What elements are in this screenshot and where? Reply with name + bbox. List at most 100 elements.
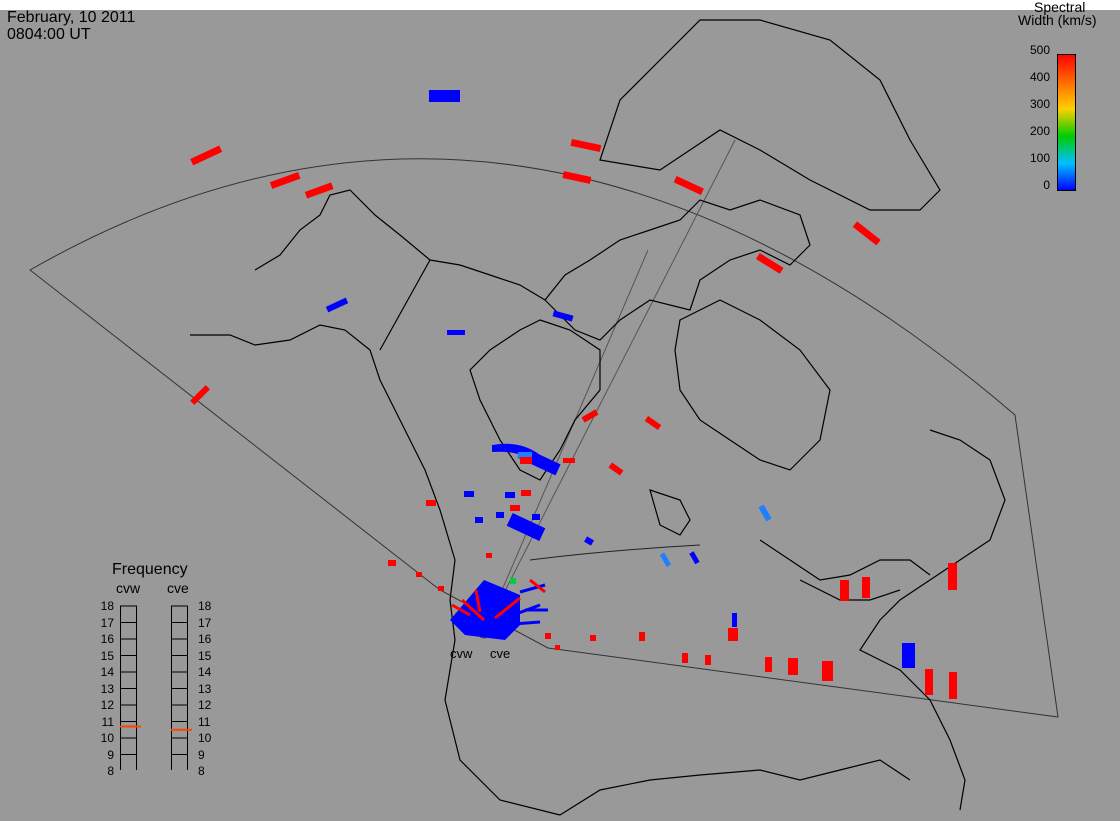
echo-red bbox=[756, 253, 784, 274]
echo-red bbox=[728, 628, 738, 641]
frequency-cve-label: cve bbox=[167, 580, 189, 596]
echo-blue bbox=[447, 330, 465, 335]
echo-red bbox=[570, 138, 602, 153]
colorbar-title-line2: Width (km/s) bbox=[1018, 12, 1097, 28]
frequency-cvw-label: cvw bbox=[116, 580, 141, 596]
frequency-scale-label-left: 11 bbox=[101, 714, 114, 729]
alaska-north-coast bbox=[254, 189, 546, 301]
great-lakes-north bbox=[759, 539, 931, 581]
echo-red bbox=[852, 221, 881, 246]
beam-boundary-line bbox=[483, 249, 649, 633]
gulf-coast bbox=[559, 759, 911, 816]
echo-red bbox=[190, 145, 223, 166]
frequency-scale-label-right: 13 bbox=[198, 681, 212, 696]
echo-green bbox=[510, 578, 516, 584]
echo-red bbox=[840, 580, 849, 601]
echo-red bbox=[925, 669, 933, 695]
lake-winnipeg bbox=[649, 489, 691, 536]
map-background bbox=[0, 10, 1120, 821]
echo-blue bbox=[584, 536, 594, 546]
radar-label-cve: cve bbox=[490, 646, 511, 661]
great-lakes-south bbox=[799, 579, 901, 601]
echo-red bbox=[788, 658, 798, 675]
frequency-scale-label-right: 11 bbox=[198, 714, 211, 729]
echo-red bbox=[563, 458, 575, 463]
echo-red bbox=[644, 415, 662, 431]
colorbar-tick: 400 bbox=[1029, 70, 1050, 84]
echo-red bbox=[562, 171, 592, 184]
echo-red bbox=[416, 572, 422, 577]
frequency-scale-label-right: 9 bbox=[198, 747, 205, 762]
echo-red bbox=[590, 635, 596, 641]
echo-red bbox=[581, 409, 599, 423]
echo-blue bbox=[464, 491, 474, 497]
frequency-scale-label-right: 12 bbox=[198, 698, 212, 712]
radar-label-cvw: cvw bbox=[450, 646, 473, 661]
colorbar bbox=[1057, 54, 1076, 191]
colorbar-tick: 0 bbox=[1043, 178, 1050, 192]
echo-red bbox=[190, 385, 210, 405]
echo-red bbox=[682, 653, 688, 663]
date-label: February, 10 2011 bbox=[7, 9, 136, 26]
frequency-title: Frequency bbox=[112, 561, 188, 578]
frequency-scale-label-left: 16 bbox=[100, 632, 114, 646]
echo-red bbox=[822, 661, 833, 681]
frequency-scale-label-left: 12 bbox=[100, 698, 114, 712]
echo-red bbox=[521, 490, 531, 496]
echo-red bbox=[948, 563, 957, 590]
echo-blue bbox=[902, 643, 915, 668]
echo-blue bbox=[552, 310, 574, 322]
echo-blue bbox=[475, 517, 483, 523]
echo-red bbox=[486, 553, 492, 558]
echo-red bbox=[608, 462, 624, 476]
west-coast bbox=[190, 324, 561, 816]
colorbar-tick: 100 bbox=[1029, 151, 1050, 165]
echo-blue bbox=[496, 512, 504, 518]
echo-red bbox=[304, 182, 334, 199]
frequency-scale-label-right: 18 bbox=[198, 599, 212, 613]
frequency-scale-label-left: 14 bbox=[100, 665, 114, 679]
colorbar-gradient bbox=[1057, 54, 1076, 191]
time-label: 0804:00 UT bbox=[7, 26, 91, 43]
echo-red bbox=[949, 672, 957, 699]
echo-segments bbox=[190, 90, 957, 699]
echo-blue bbox=[732, 613, 737, 627]
echo-blue bbox=[505, 492, 515, 498]
hudson-region-west bbox=[469, 319, 601, 481]
colorbar-tick: 300 bbox=[1029, 97, 1050, 111]
echo-red bbox=[438, 586, 444, 591]
frequency-scale-label-left: 17 bbox=[100, 615, 114, 630]
echo-red bbox=[269, 172, 301, 189]
east-coast bbox=[859, 429, 1006, 811]
echo-blue bbox=[532, 514, 540, 520]
greenland bbox=[599, 19, 941, 211]
echo-red bbox=[862, 577, 870, 598]
echo-red bbox=[388, 560, 396, 566]
colorbar-tick: 500 bbox=[1029, 43, 1050, 57]
coastlines bbox=[190, 19, 1006, 816]
frequency-panel bbox=[120, 605, 192, 770]
echo-red bbox=[510, 505, 520, 511]
frequency-scale-label-left: 13 bbox=[100, 681, 114, 696]
frequency-scale-label-right: 10 bbox=[198, 731, 212, 745]
frequency-scale-label-right: 8 bbox=[198, 764, 205, 778]
echo-red bbox=[555, 645, 560, 650]
echo-cyan bbox=[518, 452, 532, 458]
echo-blue bbox=[689, 551, 700, 565]
frequency-scale-label-left: 9 bbox=[107, 747, 114, 762]
near-range-streaks bbox=[451, 578, 548, 627]
alaska-canada-border bbox=[379, 259, 431, 351]
echo-cyan bbox=[758, 504, 772, 522]
frequency-scale-label-left: 15 bbox=[100, 648, 114, 663]
frequency-scale-label-left: 18 bbox=[100, 599, 114, 613]
echo-blue bbox=[325, 297, 349, 313]
echo-red bbox=[673, 175, 704, 195]
echo-red bbox=[520, 457, 532, 464]
echo-red bbox=[705, 655, 711, 665]
colorbar-title-line1: Spectral bbox=[1034, 0, 1086, 15]
frequency-scale-label-left: 8 bbox=[107, 764, 114, 778]
frequency-scale-label-left: 10 bbox=[100, 731, 114, 745]
echo-cyan bbox=[659, 552, 672, 568]
